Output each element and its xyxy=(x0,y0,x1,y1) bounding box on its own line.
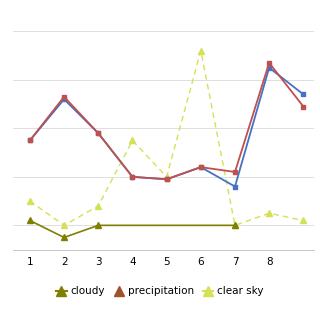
Legend: cloudy, precipitation, clear sky: cloudy, precipitation, clear sky xyxy=(52,282,268,300)
